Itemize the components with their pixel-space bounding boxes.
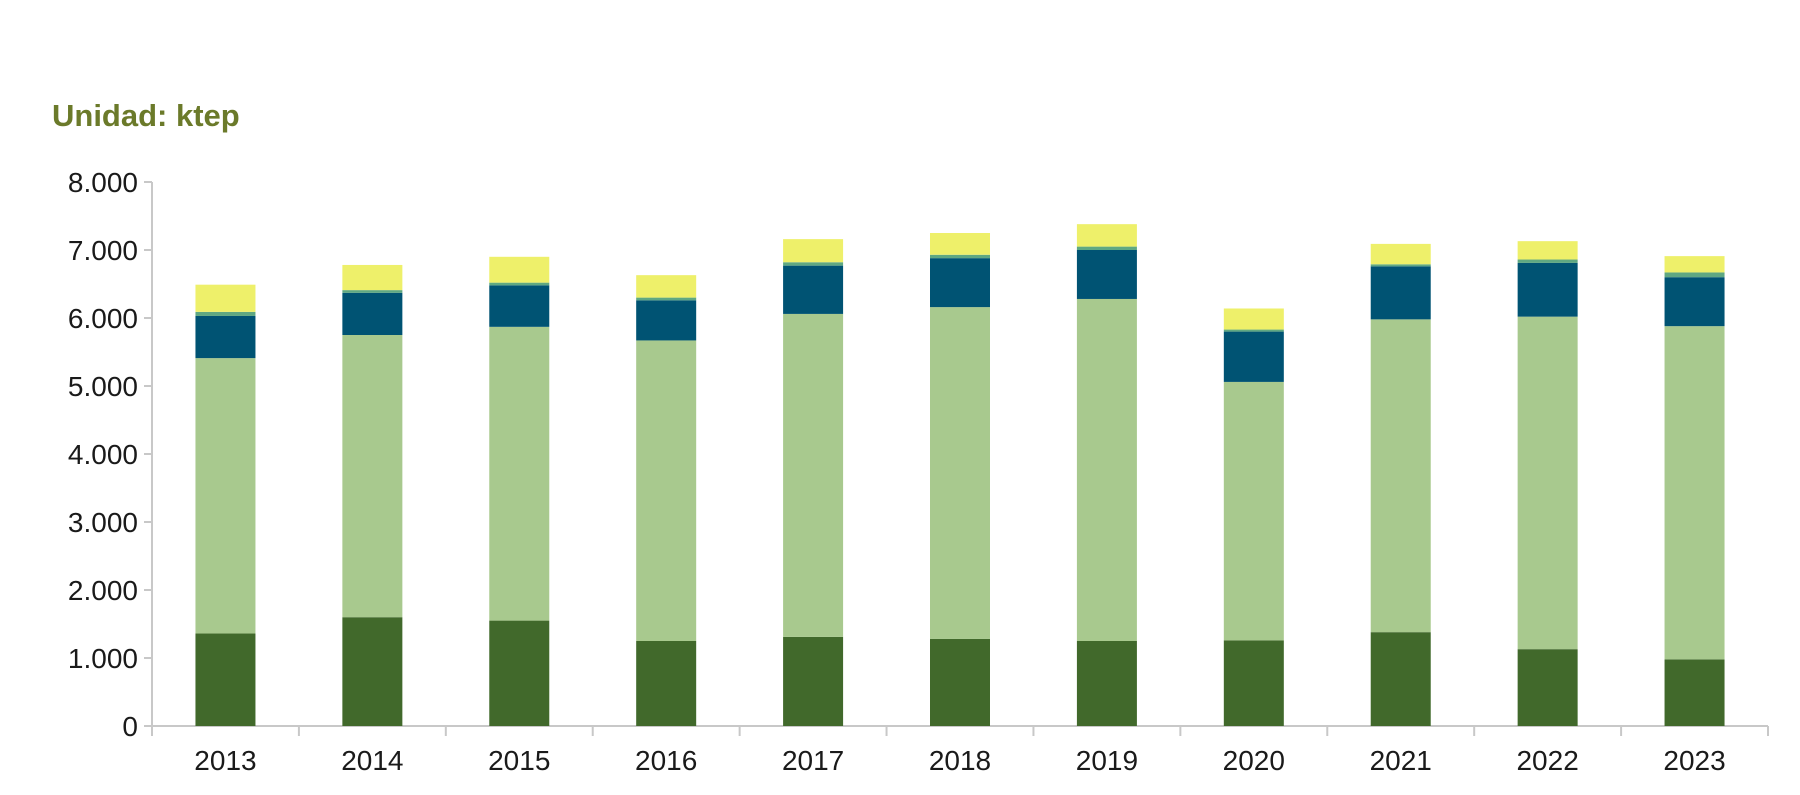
bar-segment-2015-series-5: [489, 256, 550, 283]
bar-segment-2023-series-4: [1664, 272, 1725, 278]
bar-segment-2021-series-2: [1370, 319, 1431, 633]
bar-segment-2023-series-5: [1664, 256, 1725, 273]
x-tick-label-2020: 2020: [1223, 745, 1285, 776]
bar-segment-2013-series-3: [195, 315, 256, 359]
bar-segment-2014-series-4: [342, 290, 403, 293]
bar-segment-2018-series-4: [930, 254, 990, 259]
bar-segment-2019-series-3: [1076, 250, 1137, 299]
bar-segment-2014-series-1: [342, 617, 403, 726]
bar-segment-2016-series-5: [636, 275, 697, 298]
bar-segment-2017-series-3: [783, 265, 844, 314]
bar-segment-2017-series-4: [783, 262, 844, 266]
y-tick-label: 5.000: [68, 371, 138, 402]
bar-segment-2022-series-4: [1517, 259, 1578, 263]
bar-segment-2021-series-3: [1370, 266, 1431, 320]
bar-segment-2019-series-2: [1076, 298, 1137, 641]
x-tick-label-2021: 2021: [1370, 745, 1432, 776]
x-tick-label-2013: 2013: [194, 745, 256, 776]
bar-segment-2023-series-3: [1664, 277, 1725, 327]
y-tick-label: 3.000: [68, 507, 138, 538]
bar-segment-2016-series-1: [636, 641, 697, 726]
bar-segment-2018-series-3: [930, 258, 990, 308]
bar-segment-2022-series-2: [1517, 316, 1578, 650]
y-tick-label: 2.000: [68, 575, 138, 606]
bar-segment-2023-series-1: [1664, 659, 1725, 726]
x-tick-label-2015: 2015: [488, 745, 550, 776]
bar-segment-2018-series-1: [930, 638, 990, 726]
x-tick-label-2019: 2019: [1076, 745, 1138, 776]
bar-segment-2021-series-4: [1370, 264, 1431, 267]
bar-segment-2013-series-5: [195, 284, 256, 312]
bar-segment-2015-series-4: [489, 282, 550, 286]
bar-segment-2020-series-4: [1223, 329, 1284, 332]
bar-segment-2019-series-5: [1076, 224, 1137, 247]
bar-segment-2019-series-4: [1076, 246, 1137, 250]
x-tick-label-2014: 2014: [341, 745, 403, 776]
bar-segment-2013-series-2: [195, 358, 256, 634]
bar-segment-2015-series-1: [489, 620, 550, 726]
bar-segment-2020-series-1: [1223, 640, 1284, 726]
y-tick-label: 4.000: [68, 439, 138, 470]
bar-segment-2015-series-2: [489, 326, 550, 621]
bar-segment-2022-series-3: [1517, 262, 1578, 317]
bar-segment-2022-series-1: [1517, 649, 1578, 726]
bar-segment-2018-series-2: [930, 307, 990, 639]
bar-segment-2017-series-2: [783, 313, 844, 637]
bar-segment-2017-series-5: [783, 239, 844, 263]
bar-segment-2020-series-5: [1223, 308, 1284, 330]
bar-segment-2014-series-2: [342, 335, 403, 618]
y-tick-label: 8.000: [68, 167, 138, 198]
y-tick-label: 0: [122, 711, 138, 742]
y-tick-label: 7.000: [68, 235, 138, 266]
bar-segment-2020-series-2: [1223, 381, 1284, 641]
bar-segment-2022-series-5: [1517, 241, 1578, 260]
bar-segment-2020-series-3: [1223, 331, 1284, 382]
bar-segment-2023-series-2: [1664, 326, 1725, 660]
bar-segment-2017-series-1: [783, 636, 844, 726]
bar-segment-2014-series-5: [342, 264, 403, 291]
bar-segment-2013-series-4: [195, 311, 256, 316]
bar-segment-2016-series-4: [636, 297, 697, 301]
bars: [195, 224, 1725, 726]
y-tick-label: 6.000: [68, 303, 138, 334]
y-tick-label: 1.000: [68, 643, 138, 674]
bar-segment-2015-series-3: [489, 285, 550, 327]
bar-segment-2021-series-5: [1370, 243, 1431, 265]
bar-segment-2016-series-3: [636, 300, 697, 341]
tick-labels: 0 1.000 2.000 3.000 4.000 5.000 6.000 7.000 8.00…: [68, 167, 1726, 776]
x-tick-label-2016: 2016: [635, 745, 697, 776]
x-tick-label-2018: 2018: [929, 745, 991, 776]
bar-segment-2019-series-1: [1076, 641, 1137, 726]
bar-segment-2014-series-3: [342, 292, 403, 335]
bar-segment-2016-series-2: [636, 340, 697, 641]
x-tick-label-2017: 2017: [782, 745, 844, 776]
unit-label: Unidad: ktep: [52, 98, 240, 133]
bar-segment-2013-series-1: [195, 633, 256, 726]
bar-segment-2021-series-1: [1370, 632, 1431, 726]
bar-segment-2018-series-5: [930, 233, 990, 255]
x-tick-label-2023: 2023: [1663, 745, 1725, 776]
x-tick-label-2022: 2022: [1516, 745, 1578, 776]
